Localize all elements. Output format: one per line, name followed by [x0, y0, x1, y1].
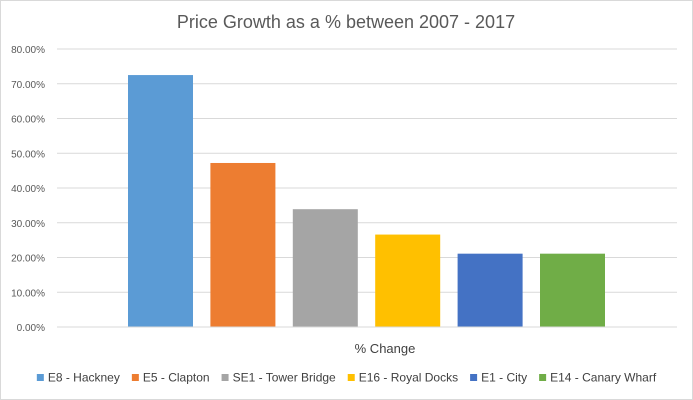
- bar-se1-tower-bridge: [292, 209, 358, 327]
- y-axis-ticks: 0.00% 10.00% 20.00% 30.00% 40.00% 50.00% 60.00…: [11, 45, 45, 334]
- legend-swatch: [131, 374, 139, 381]
- legend-item: E8 - Hackney: [36, 371, 120, 385]
- legend-swatch: [347, 374, 355, 381]
- legend-label: E8 - Hackney: [48, 371, 120, 385]
- legend-swatch: [36, 374, 44, 381]
- bar-e5-clapton: [210, 162, 276, 327]
- y-tick-label: 10.00%: [11, 288, 45, 299]
- y-tick-label: 70.00%: [11, 80, 45, 91]
- legend-label: E14 - Canary Wharf: [550, 371, 657, 385]
- bar-e14-canary-wharf: [540, 253, 605, 327]
- legend-item: E5 - Clapton: [131, 371, 210, 385]
- legend-swatch: [221, 374, 229, 381]
- y-tick-label: 80.00%: [11, 45, 45, 56]
- y-tick-label: 0.00%: [17, 323, 45, 334]
- legend-label: SE1 - Tower Bridge: [233, 371, 336, 385]
- bar-e8-hackney: [128, 75, 193, 327]
- legend-label: E1 - City: [481, 371, 527, 385]
- y-tick-label: 40.00%: [11, 184, 45, 195]
- bar-e16-royal-docks: [375, 234, 441, 327]
- legend-item: SE1 - Tower Bridge: [221, 371, 336, 385]
- x-category-label: % Change: [355, 341, 416, 356]
- legend-swatch: [539, 374, 547, 381]
- legend-item: E1 - City: [470, 371, 527, 385]
- legend-label: E5 - Clapton: [143, 371, 210, 385]
- bars: [128, 75, 605, 327]
- y-tick-label: 30.00%: [11, 219, 45, 230]
- legend-item: E16 - Royal Docks: [347, 371, 458, 385]
- legend: E8 - Hackney E5 - Clapton SE1 - Tower Brid…: [36, 371, 657, 385]
- legend-item: E14 - Canary Wharf: [539, 371, 657, 385]
- y-tick-label: 20.00%: [11, 254, 45, 265]
- y-tick-label: 60.00%: [11, 115, 45, 126]
- bar-e1-city: [457, 253, 523, 327]
- chart-title: Price Growth as a % between 2007 - 2017: [177, 12, 515, 32]
- legend-swatch: [470, 374, 478, 381]
- legend-label: E16 - Royal Docks: [359, 371, 458, 385]
- y-tick-label: 50.00%: [11, 149, 45, 160]
